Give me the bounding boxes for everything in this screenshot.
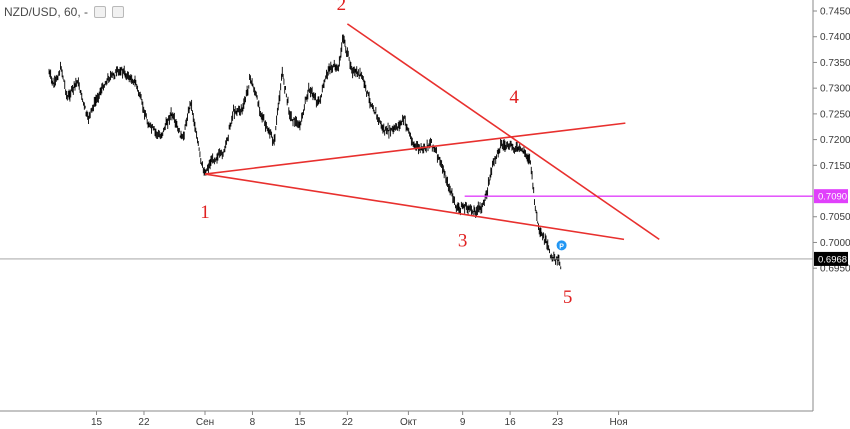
trendline bbox=[204, 122, 626, 175]
trendline bbox=[204, 173, 625, 241]
x-tick-label: Ноя bbox=[609, 417, 627, 428]
trendline bbox=[346, 23, 660, 241]
wave-label: 1 bbox=[200, 202, 210, 223]
x-tick-label: Окт bbox=[400, 417, 417, 428]
x-tick-label: 22 bbox=[138, 417, 150, 428]
x-tick-label: 16 bbox=[505, 417, 517, 428]
y-tick-label: 0.7450 bbox=[820, 7, 850, 18]
wave-label: 3 bbox=[458, 231, 468, 252]
y-tick-label: 0.7250 bbox=[820, 109, 850, 120]
marker-icon bbox=[556, 240, 567, 251]
y-tick-label: 0.7400 bbox=[820, 32, 850, 43]
wave-label: 2 bbox=[337, 0, 347, 15]
y-tick-label: 0.7150 bbox=[820, 161, 850, 172]
last-price-tag-label: 0.6968 bbox=[818, 254, 847, 265]
y-tick-label: 0.7000 bbox=[820, 238, 850, 249]
wave-label: 5 bbox=[563, 287, 573, 308]
level-tag bbox=[814, 189, 848, 204]
price-series bbox=[48, 34, 562, 270]
y-tick-label: 0.7350 bbox=[820, 58, 850, 69]
y-tick-label: 0.6950 bbox=[820, 264, 850, 275]
x-tick-label: 22 bbox=[342, 417, 354, 428]
x-tick-label: 9 bbox=[460, 417, 466, 428]
chart-header: NZD/USD, 60, - bbox=[4, 5, 125, 19]
eye-icon[interactable] bbox=[94, 6, 107, 18]
y-tick-label: 0.7050 bbox=[820, 212, 850, 223]
y-tick-label: 0.7200 bbox=[820, 135, 850, 146]
wave-label: 4 bbox=[509, 87, 519, 108]
y-tick-label: 0.7300 bbox=[820, 84, 850, 95]
level-tag-label: 0.7090 bbox=[818, 192, 847, 203]
settings-icon[interactable] bbox=[112, 6, 125, 18]
x-tick-label: 8 bbox=[250, 417, 256, 428]
marker-label: P bbox=[559, 243, 564, 250]
x-tick-label: 23 bbox=[552, 417, 564, 428]
x-tick-label: Сен bbox=[196, 417, 214, 428]
x-tick-label: 15 bbox=[294, 417, 306, 428]
symbol-label: NZD/USD, 60, - bbox=[4, 5, 89, 19]
last-price-tag bbox=[814, 251, 848, 266]
x-tick-label: 15 bbox=[91, 417, 103, 428]
